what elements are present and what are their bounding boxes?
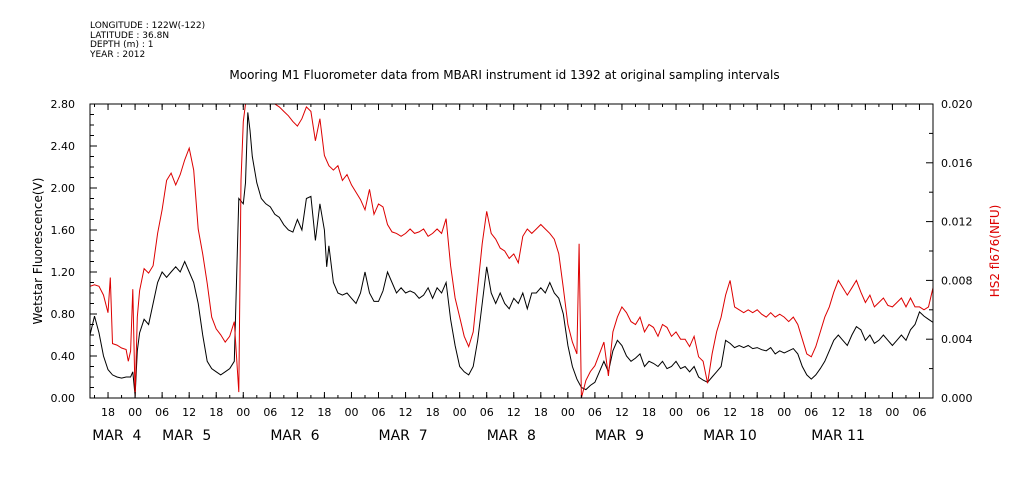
x-tick-label: 12	[290, 406, 304, 419]
longitude-text: LONGITUDE : 122W(-122)	[90, 21, 206, 31]
x-day-label: MAR 4	[92, 428, 141, 444]
y2-tick-label: 0.020	[941, 98, 973, 111]
x-tick-label: 18	[858, 406, 872, 419]
metadata-block: LONGITUDE : 122W(-122) LATITUDE : 36.8N …	[90, 21, 206, 60]
y-tick-label: 0.00	[51, 392, 76, 405]
latitude-text: LATITUDE : 36.8N	[90, 30, 170, 41]
y2-axis-label: HS2 fl676(NFU)	[988, 205, 1002, 298]
x-tick-label: 00	[561, 406, 575, 419]
x-day-label: MAR 9	[595, 428, 644, 444]
wetstar-fluorescence-series-line	[90, 112, 933, 396]
chart-title: Mooring M1 Fluorometer data from MBARI i…	[229, 68, 780, 82]
y2-tick-label: 0.000	[941, 392, 973, 405]
x-day-label: MAR 10	[703, 428, 757, 444]
x-tick-label: 18	[642, 406, 656, 419]
y-tick-label: 1.60	[51, 224, 76, 237]
x-tick-label: 00	[344, 406, 358, 419]
x-tick-label: 12	[831, 406, 845, 419]
x-tick-label: 12	[723, 406, 737, 419]
x-tick-label: 18	[101, 406, 115, 419]
x-tick-label: 06	[588, 406, 602, 419]
x-tick-label: 18	[209, 406, 223, 419]
x-tick-label: 18	[750, 406, 764, 419]
x-tick-label: 12	[182, 406, 196, 419]
x-day-label: MAR 8	[487, 428, 536, 444]
y2-tick-label: 0.012	[941, 216, 973, 229]
x-tick-label: 12	[507, 406, 521, 419]
x-tick-label: 12	[615, 406, 629, 419]
x-tick-label: 00	[453, 406, 467, 419]
x-tick-label: 06	[480, 406, 494, 419]
x-day-label: MAR 5	[162, 428, 211, 444]
y-tick-label: 1.20	[51, 266, 76, 279]
x-day-label: MAR 11	[811, 428, 865, 444]
x-tick-label: 18	[534, 406, 548, 419]
x-tick-label: 06	[696, 406, 710, 419]
x-tick-label: 00	[128, 406, 142, 419]
x-tick-label: 00	[777, 406, 791, 419]
x-tick-label: 06	[372, 406, 386, 419]
y-axis-label: Wetstar Fluorescence(V)	[31, 178, 45, 325]
y-tick-label: 0.40	[51, 350, 76, 363]
y2-tick-label: 0.016	[941, 157, 973, 170]
y-tick-label: 2.80	[51, 98, 76, 111]
x-tick-label: 18	[426, 406, 440, 419]
y-tick-label: 0.80	[51, 308, 76, 321]
x-tick-label: 06	[804, 406, 818, 419]
x-day-label: MAR 6	[270, 428, 319, 444]
y-tick-label: 2.00	[51, 182, 76, 195]
x-tick-label: 06	[155, 406, 169, 419]
x-tick-label: 00	[236, 406, 250, 419]
y2-tick-label: 0.008	[941, 274, 973, 287]
hs2-fl676-series-line	[90, 104, 933, 398]
x-day-label: MAR 7	[379, 428, 428, 444]
x-tick-label: 18	[317, 406, 331, 419]
y-tick-label: 2.40	[51, 140, 76, 153]
x-tick-label: 06	[263, 406, 277, 419]
depth-text: DEPTH (m) : 1	[90, 40, 154, 50]
x-tick-label: 06	[912, 406, 926, 419]
x-tick-label: 00	[885, 406, 899, 419]
x-tick-label: 00	[669, 406, 683, 419]
x-tick-label: 12	[399, 406, 413, 419]
y2-tick-label: 0.004	[941, 333, 973, 346]
year-text: YEAR : 2012	[90, 49, 146, 60]
